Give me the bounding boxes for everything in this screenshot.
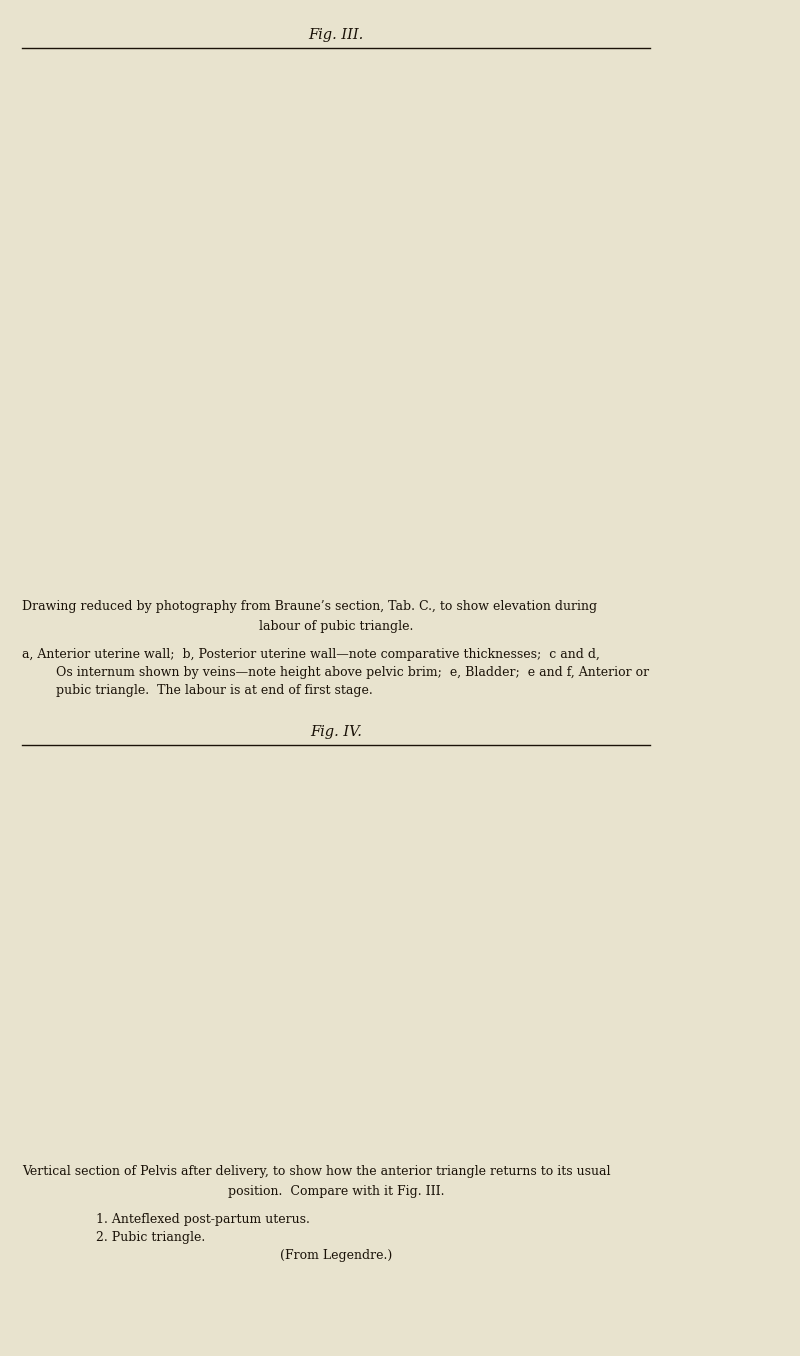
Text: 2. Pubic triangle.: 2. Pubic triangle. — [96, 1231, 206, 1243]
Text: Fig. III.: Fig. III. — [308, 28, 364, 42]
Text: Fig. IV.: Fig. IV. — [310, 725, 362, 739]
Bar — [22, 749, 650, 1140]
Text: 1. Anteflexed post-partum uterus.: 1. Anteflexed post-partum uterus. — [96, 1214, 310, 1226]
Text: Os internum shown by veins—note height above pelvic brim;  e, Bladder;  e and f,: Os internum shown by veins—note height a… — [56, 666, 649, 679]
Text: position.  Compare with it Fig. III.: position. Compare with it Fig. III. — [228, 1185, 444, 1197]
Text: (From Legendre.): (From Legendre.) — [280, 1249, 392, 1262]
Bar — [22, 52, 650, 578]
Text: Vertical section of Pelvis after delivery, to show how the anterior triangle ret: Vertical section of Pelvis after deliver… — [22, 1165, 610, 1178]
Text: Drawing reduced by photography from Braune’s section, Tab. C., to show elevation: Drawing reduced by photography from Brau… — [22, 599, 597, 613]
Text: pubic triangle.  The labour is at end of first stage.: pubic triangle. The labour is at end of … — [56, 683, 373, 697]
Text: a, Anterior uterine wall;  b, Posterior uterine wall—note comparative thicknesse: a, Anterior uterine wall; b, Posterior u… — [22, 648, 600, 660]
Text: labour of pubic triangle.: labour of pubic triangle. — [259, 620, 413, 633]
